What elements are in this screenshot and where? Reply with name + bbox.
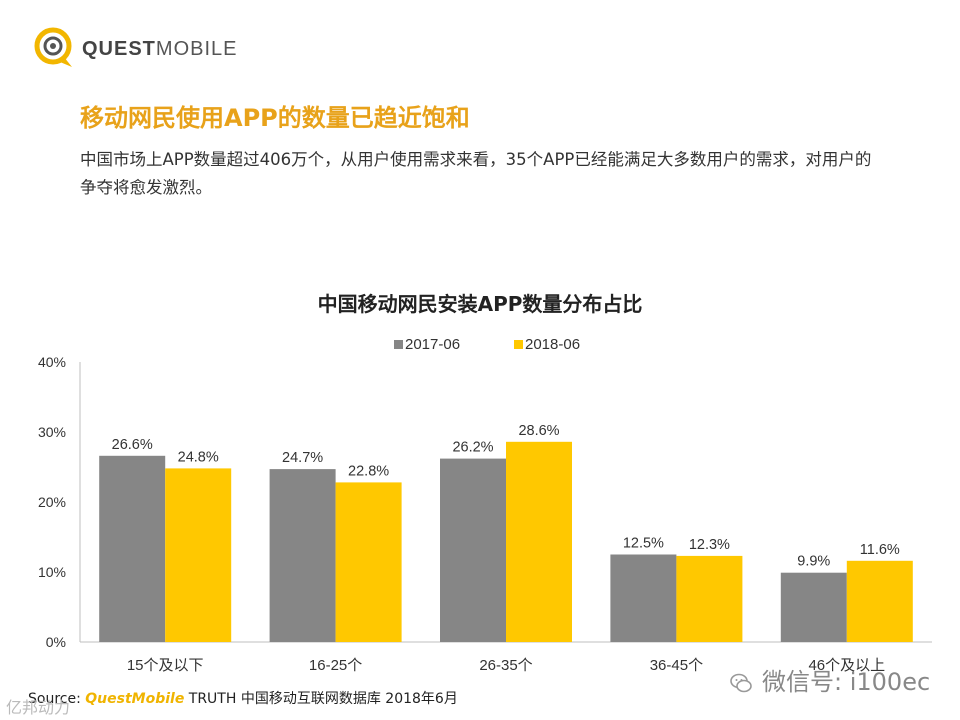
corner-watermark: 亿邦动力: [6, 698, 71, 717]
legend-swatch-2017-06: [394, 340, 403, 349]
bar-2018-06: [846, 560, 913, 642]
y-tick-label: 10%: [38, 564, 66, 580]
data-label: 9.9%: [797, 554, 830, 570]
y-tick-label: 30%: [38, 424, 66, 440]
bar-2018-06: [165, 468, 232, 642]
x-tick-label: 16-25个: [309, 657, 362, 674]
source-line: Source: QuestMobile TRUTH 中国移动互联网数据库 201…: [28, 688, 458, 708]
data-label: 12.3%: [689, 537, 730, 553]
bar-2018-06: [676, 555, 743, 642]
page-headline: 移动网民使用APP的数量已趋近饱和: [80, 104, 470, 132]
watermark-text: 微信号: i100ec: [762, 668, 931, 696]
bar-2017-06: [780, 572, 847, 642]
data-label: 12.5%: [623, 536, 664, 552]
source-text: TRUTH 中国移动互联网数据库 2018年6月: [188, 691, 458, 707]
brand-name: QUESTMOBILE: [82, 38, 238, 60]
x-tick-label: 36-45个: [650, 657, 703, 674]
y-tick-label: 40%: [38, 354, 66, 370]
wechat-icon: [730, 673, 752, 693]
bar-2017-06: [99, 455, 166, 642]
wechat-watermark: 微信号: i100ec: [730, 662, 930, 697]
x-tick-label: 46个及以上: [808, 657, 885, 674]
chart-title: 中国移动网民安装APP数量分布占比: [317, 292, 643, 316]
legend-label-2017-06: 2017-06: [405, 336, 460, 353]
bar-2018-06: [335, 482, 402, 642]
x-tick-label: 15个及以下: [127, 657, 204, 674]
data-label: 22.8%: [348, 463, 389, 479]
data-label: 11.6%: [860, 542, 900, 558]
y-tick-label: 20%: [38, 494, 66, 510]
source-brand: QuestMobile: [85, 691, 185, 707]
data-label: 24.8%: [178, 449, 219, 465]
bar-2017-06: [440, 458, 506, 642]
data-label: 28.6%: [518, 423, 559, 439]
data-label: 24.7%: [282, 450, 323, 466]
x-tick-label: 26-35个: [479, 657, 532, 674]
y-tick-label: 0%: [46, 634, 66, 650]
page-subtext: 中国市场上APP数量超过406万个，从用户使用需求来看，35个APP已经能满足大…: [80, 150, 872, 197]
legend-label-2018-06: 2018-06: [525, 336, 580, 353]
data-label: 26.2%: [452, 440, 493, 456]
legend-swatch-2018-06: [514, 340, 523, 349]
source-label: Source:: [28, 691, 81, 707]
bar-2018-06: [506, 441, 572, 642]
questmobile-logo-icon: [34, 27, 72, 67]
data-label: 26.6%: [112, 437, 153, 453]
bar-2017-06: [610, 554, 677, 642]
bar-2017-06: [269, 469, 336, 642]
